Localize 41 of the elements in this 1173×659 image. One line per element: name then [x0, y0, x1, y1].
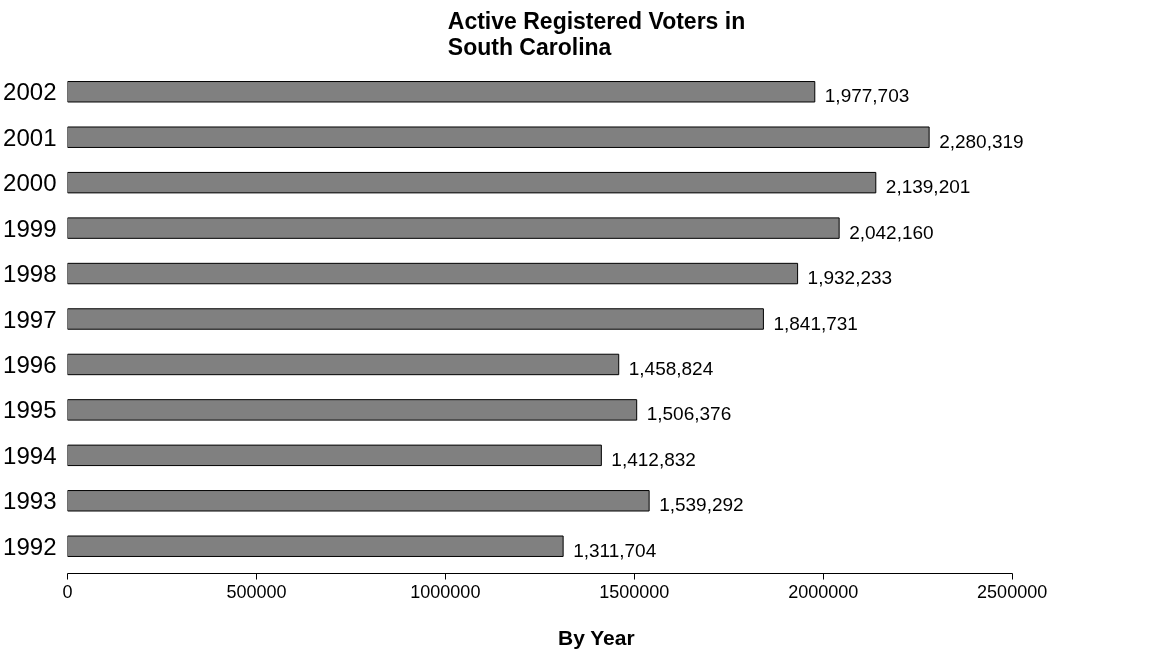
data-label: 1,539,292: [659, 494, 744, 516]
data-label: 1,412,832: [611, 448, 696, 470]
y-tick-label: 1992: [3, 532, 57, 560]
y-tick-label: 1995: [3, 396, 57, 424]
x-tick-label: 500000: [226, 581, 287, 602]
chart-title: Active Registered Voters in South Carolina: [447, 7, 746, 60]
data-label: 1,506,376: [646, 403, 732, 425]
y-tick-label: 1996: [3, 350, 57, 378]
x-tick-label: 1000000: [410, 581, 481, 602]
y-tick-label: 2002: [3, 78, 57, 106]
bar: [67, 262, 799, 285]
bar: [67, 171, 877, 194]
x-tick-label: 1500000: [599, 581, 670, 602]
data-label: 2,280,319: [939, 130, 1024, 152]
bar: [67, 535, 564, 557]
y-tick-label: 1994: [3, 441, 57, 469]
data-label: 2,042,160: [849, 221, 934, 243]
bar: [67, 126, 930, 148]
data-label: 2,139,201: [885, 176, 971, 198]
x-axis-title: By Year: [557, 625, 635, 649]
bar: [67, 217, 840, 239]
y-tick-label: 2001: [3, 123, 57, 151]
y-tick-label: 1993: [3, 487, 57, 515]
x-tick-label: 0: [62, 581, 73, 602]
bar: [67, 353, 620, 376]
x-tick-label: 2000000: [788, 581, 859, 602]
data-label: 1,311,704: [573, 539, 657, 561]
bar: [67, 308, 764, 330]
y-tick-label: 1999: [3, 214, 57, 242]
y-tick-label: 2000: [3, 169, 57, 197]
bar: [67, 490, 650, 512]
bar: [67, 81, 816, 103]
bar: [67, 399, 638, 421]
bar: [67, 444, 602, 467]
data-label: 1,977,703: [824, 85, 910, 107]
data-label: 1,932,233: [807, 267, 893, 289]
data-label: 1,841,731: [773, 312, 858, 334]
y-tick-label: 1997: [3, 305, 57, 333]
data-label: 1,458,824: [628, 357, 714, 379]
y-tick-label: 1998: [3, 260, 57, 288]
x-tick-label: 2500000: [977, 581, 1048, 602]
